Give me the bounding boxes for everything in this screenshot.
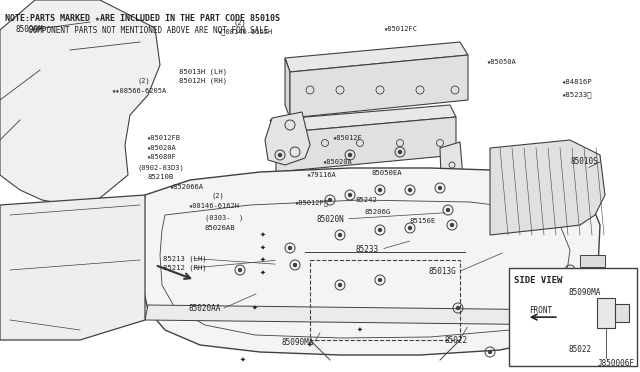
Text: 85213 (LH): 85213 (LH)	[163, 255, 207, 262]
Circle shape	[289, 247, 291, 250]
Text: 85013G: 85013G	[429, 267, 456, 276]
Text: (0902-03D3): (0902-03D3)	[138, 164, 184, 171]
Text: 85022: 85022	[445, 336, 468, 345]
Text: NOTE:PARTS MARKED ★ARE INCLUDED IN THE PART CODE 85010S: NOTE:PARTS MARKED ★ARE INCLUDED IN THE P…	[5, 14, 280, 23]
Text: ★85012F: ★85012F	[333, 135, 362, 141]
Text: ★85012FC: ★85012FC	[384, 26, 418, 32]
Text: (2): (2)	[234, 19, 246, 26]
Text: 85233: 85233	[355, 245, 378, 254]
Polygon shape	[285, 58, 290, 118]
Circle shape	[456, 307, 460, 310]
Text: ★85020A: ★85020A	[147, 145, 177, 151]
Polygon shape	[0, 195, 145, 340]
Text: ★852066A: ★852066A	[170, 184, 204, 190]
Text: 85090M: 85090M	[16, 25, 44, 34]
Text: 85212 (RH): 85212 (RH)	[163, 264, 207, 271]
Bar	[310, 260, 460, 340]
Text: ★85050A: ★85050A	[486, 60, 516, 65]
Text: ★85012FB: ★85012FB	[147, 135, 181, 141]
Circle shape	[378, 228, 381, 231]
Circle shape	[239, 269, 241, 272]
Text: (0303-  ): (0303- )	[205, 214, 243, 221]
Polygon shape	[270, 105, 456, 133]
Text: ★84816P: ★84816P	[562, 79, 593, 85]
Text: 85242: 85242	[355, 197, 377, 203]
Circle shape	[538, 343, 541, 346]
Text: 85206G: 85206G	[365, 209, 391, 215]
Text: ✦: ✦	[307, 342, 313, 348]
Polygon shape	[145, 305, 575, 325]
Polygon shape	[290, 55, 468, 118]
Text: ✦: ✦	[240, 357, 246, 363]
Text: 85090MA: 85090MA	[569, 288, 601, 297]
Polygon shape	[0, 0, 160, 205]
Text: 85022: 85022	[569, 346, 592, 355]
Circle shape	[278, 154, 282, 157]
Circle shape	[349, 154, 351, 157]
Text: (2): (2)	[138, 78, 150, 84]
Text: ✦: ✦	[357, 327, 363, 333]
Text: 85020N: 85020N	[317, 215, 344, 224]
Circle shape	[488, 350, 492, 353]
Text: ✦: ✦	[260, 232, 266, 238]
Circle shape	[568, 269, 572, 272]
Bar	[509, 268, 637, 366]
Bar	[580, 255, 605, 267]
Text: ★85080F: ★85080F	[147, 154, 177, 160]
Polygon shape	[285, 42, 468, 72]
Text: FRONT: FRONT	[529, 306, 552, 315]
Text: ★08146-6162H: ★08146-6162H	[189, 203, 240, 209]
Text: 85013H (LH): 85013H (LH)	[179, 68, 227, 75]
Polygon shape	[140, 168, 600, 355]
Circle shape	[408, 227, 412, 230]
Text: 85090MA: 85090MA	[282, 338, 314, 347]
Text: 85020AB: 85020AB	[205, 225, 236, 231]
Text: 85150E: 85150E	[410, 218, 436, 224]
Bar	[585, 278, 603, 286]
Text: 85012H (RH): 85012H (RH)	[179, 78, 227, 84]
Text: ★79116A: ★79116A	[307, 172, 337, 178]
Text: 85010S: 85010S	[571, 157, 598, 166]
Polygon shape	[490, 140, 605, 235]
Text: ✦: ✦	[260, 270, 266, 276]
Text: ★85012FⒷ: ★85012FⒷ	[294, 199, 328, 206]
Circle shape	[451, 224, 454, 227]
Text: (2): (2)	[211, 193, 224, 199]
Circle shape	[568, 301, 572, 304]
Text: ✦: ✦	[260, 245, 266, 251]
Polygon shape	[440, 142, 465, 208]
Bar	[615, 304, 628, 322]
Bar	[596, 298, 615, 328]
Text: ✦: ✦	[252, 305, 258, 311]
Text: ★85233Ⓑ: ★85233Ⓑ	[562, 92, 593, 98]
Text: ✦: ✦	[260, 257, 266, 263]
Text: ★85020A: ★85020A	[323, 159, 353, 165]
Text: ★Ⓑ08146-6165H: ★Ⓑ08146-6165H	[218, 28, 273, 35]
Circle shape	[339, 234, 342, 237]
Circle shape	[328, 199, 332, 202]
Polygon shape	[276, 117, 456, 172]
Text: ★★08566-6205A: ★★08566-6205A	[112, 88, 167, 94]
Text: 85210B: 85210B	[147, 174, 173, 180]
Circle shape	[339, 283, 342, 286]
Text: J850006F: J850006F	[598, 359, 635, 368]
Text: 85020AA: 85020AA	[189, 304, 221, 313]
Circle shape	[294, 263, 296, 266]
Polygon shape	[265, 112, 310, 165]
Circle shape	[438, 186, 442, 189]
Circle shape	[408, 189, 412, 192]
Text: SIDE VIEW: SIDE VIEW	[514, 276, 562, 285]
Text: COMPONENT PARTS NOT MENTIONED ABOVE ARE NOT FOR SALE: COMPONENT PARTS NOT MENTIONED ABOVE ARE …	[28, 26, 269, 35]
Circle shape	[349, 193, 351, 196]
Circle shape	[399, 151, 401, 154]
Circle shape	[378, 279, 381, 282]
Text: 85050EA: 85050EA	[371, 170, 402, 176]
Circle shape	[447, 208, 449, 212]
Circle shape	[378, 189, 381, 192]
